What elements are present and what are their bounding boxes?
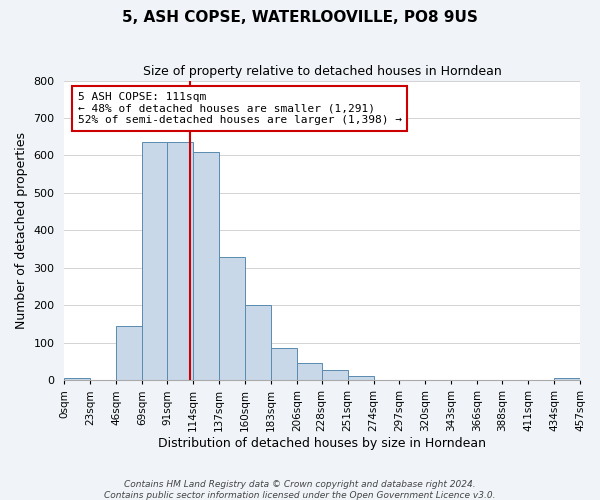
Text: 5 ASH COPSE: 111sqm
← 48% of detached houses are smaller (1,291)
52% of semi-det: 5 ASH COPSE: 111sqm ← 48% of detached ho… [78,92,402,125]
Y-axis label: Number of detached properties: Number of detached properties [15,132,28,329]
Bar [219,256,245,380]
Bar [167,142,193,380]
Bar [297,362,322,380]
X-axis label: Distribution of detached houses by size in Horndean: Distribution of detached houses by size … [158,437,486,450]
Title: Size of property relative to detached houses in Horndean: Size of property relative to detached ho… [143,65,502,78]
Bar [193,152,219,380]
Bar [271,348,297,380]
Bar [64,378,91,380]
Bar [322,370,347,380]
Bar [142,142,167,380]
Bar [347,376,374,380]
Bar [245,306,271,380]
Bar [116,326,142,380]
Text: Contains HM Land Registry data © Crown copyright and database right 2024.
Contai: Contains HM Land Registry data © Crown c… [104,480,496,500]
Bar [554,378,580,380]
Text: 5, ASH COPSE, WATERLOOVILLE, PO8 9US: 5, ASH COPSE, WATERLOOVILLE, PO8 9US [122,10,478,25]
